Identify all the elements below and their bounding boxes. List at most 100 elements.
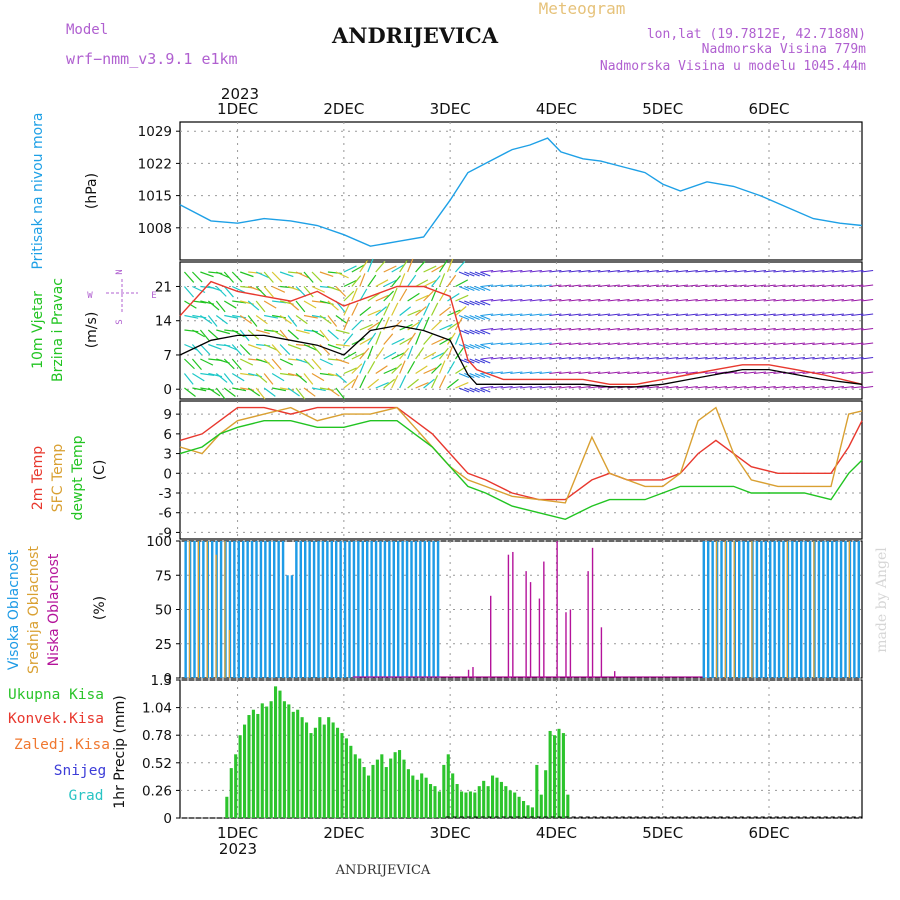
wind-barb	[255, 387, 266, 400]
wind-barb	[343, 265, 357, 273]
wind-barb	[239, 315, 253, 325]
precip-bar	[336, 727, 340, 818]
cloud-high-bar	[233, 541, 236, 678]
wind-barb	[656, 313, 669, 317]
cloud-high-bar	[777, 541, 781, 678]
wind-barb	[399, 273, 406, 287]
wind-barb	[588, 371, 601, 375]
cloud-high-bar	[791, 541, 794, 678]
wind-barb	[666, 371, 679, 375]
wind-barb	[375, 279, 389, 288]
precip-legend-label: Zaledj.Kisa	[14, 737, 110, 753]
precip-bar	[544, 770, 548, 818]
wind-barb	[646, 342, 659, 346]
wind-barb	[295, 286, 307, 297]
precip-bar	[522, 801, 526, 818]
wind-barb	[399, 337, 413, 346]
cloud-high-bar	[383, 541, 387, 678]
wind-barb	[367, 258, 374, 273]
precip-bar	[380, 754, 384, 818]
y-tick-label: 21	[155, 279, 172, 295]
wind-barb	[851, 385, 864, 389]
cloud-high-bar	[410, 541, 413, 678]
cloud-high-bar	[321, 541, 325, 678]
precip-bar	[367, 775, 371, 818]
wind-barb	[744, 342, 757, 346]
wind-barb	[841, 327, 854, 331]
wind-barb	[695, 327, 708, 331]
cloud-low-bar	[507, 554, 510, 678]
wind-barb	[231, 358, 242, 371]
wind-barb	[773, 356, 786, 360]
wind-barb	[215, 300, 226, 313]
precip-bar	[548, 730, 552, 818]
wind-barb	[705, 298, 718, 302]
cloud-high-bar	[414, 541, 418, 678]
wind-barb	[423, 378, 435, 389]
wind-barb	[239, 358, 254, 366]
wind-barb	[500, 269, 513, 273]
precip-bar	[557, 728, 561, 818]
wind-barb	[335, 329, 350, 334]
y-tick-label: 75	[155, 568, 172, 584]
wind-barb	[646, 371, 659, 375]
wind-barb	[666, 269, 679, 273]
wind-barb	[423, 265, 437, 273]
precip-bar	[340, 733, 344, 818]
wind-barb	[255, 373, 268, 383]
cloud-high-bar	[193, 541, 196, 678]
precip-bar	[539, 794, 543, 818]
pressure-line	[179, 137, 863, 247]
wind-barb	[490, 284, 503, 288]
cloud-high-bar	[335, 541, 338, 678]
wind-barb	[578, 385, 591, 389]
wind-barb	[391, 363, 403, 374]
wind-barb	[335, 373, 347, 384]
wind-barb	[247, 343, 262, 350]
wind-barb	[184, 358, 195, 370]
wind-barb	[675, 284, 689, 288]
wind-barb	[327, 315, 338, 327]
wind-barb	[753, 313, 767, 317]
wind-barb	[263, 271, 274, 283]
wind-barb	[500, 371, 513, 375]
wind-barb	[271, 329, 285, 338]
wind-barb	[568, 327, 581, 331]
wind-barb	[192, 387, 207, 392]
wind-barb	[184, 387, 196, 398]
precip-bar	[243, 724, 247, 818]
wind-barb	[215, 286, 227, 297]
wind-barb	[469, 271, 480, 277]
panel-precip: 0 0.26 0.52 0.78 1.04 1.3	[142, 673, 863, 827]
wind-barb	[656, 298, 669, 302]
wind-barb	[207, 300, 220, 311]
year-top: 2023	[221, 85, 259, 103]
y-tick-label: 0	[163, 671, 172, 687]
wind-barb	[753, 327, 767, 331]
wind-barb	[480, 358, 491, 364]
wind-barb	[431, 275, 441, 287]
footer-station: ANDRIJEVICA	[335, 863, 431, 878]
cloud-high-bar	[286, 575, 289, 678]
wind-barb	[578, 269, 591, 273]
top-tick-label: 4DEC	[536, 100, 577, 118]
wind-barb	[490, 269, 503, 273]
wind-barb	[734, 371, 747, 375]
wind-barb	[263, 373, 274, 385]
wind-barb	[812, 327, 825, 331]
wind-barb	[500, 298, 513, 302]
wind-barb	[327, 343, 342, 350]
wind-barb	[446, 274, 457, 287]
wind-barb	[646, 269, 659, 273]
wind-barb	[636, 342, 650, 346]
wind-barb	[359, 288, 368, 302]
wind-barb	[192, 372, 205, 382]
wind-barb	[539, 313, 552, 317]
wind-barb	[636, 327, 650, 331]
cloud-high-bar	[317, 541, 320, 678]
y-tick-label: 25	[155, 637, 172, 653]
top-date-ticks: 1DEC 2DEC 3DEC 4DEC 5DEC 6DEC	[217, 100, 789, 118]
wind-barb	[415, 365, 428, 375]
wind-barb	[191, 344, 203, 356]
cloud-high-bar	[831, 541, 834, 678]
